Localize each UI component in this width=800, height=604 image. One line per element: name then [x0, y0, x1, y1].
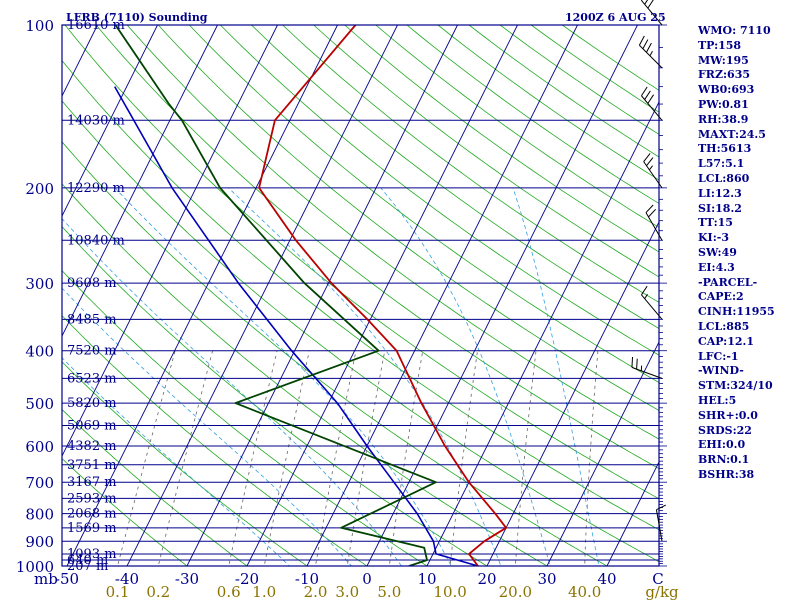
index-value: SW:49: [698, 247, 737, 259]
index-value: STM:324/10: [698, 380, 773, 392]
temperature-tick-label: -30: [175, 570, 199, 588]
mixing-ratio-tick-label: 0.1: [106, 583, 130, 600]
height-label: 9608 m: [67, 276, 117, 291]
index-value: LFC:-1: [698, 351, 739, 363]
height-label: 4382 m: [67, 439, 117, 454]
mixing-ratio-tick-label: 1.0: [252, 583, 276, 600]
chart-title: LFRB (7110) Sounding: [66, 11, 208, 24]
mixing-ratio-tick-label: 3.0: [335, 583, 359, 600]
index-value: SI:18.2: [698, 203, 742, 215]
index-value: MW:195: [698, 55, 749, 67]
wind-barb-flag: [632, 357, 633, 367]
height-label: 2068 m: [67, 507, 117, 522]
index-value: BRN:0.1: [698, 454, 749, 466]
index-value: -PARCEL-: [698, 277, 757, 289]
index-value: EI:4.3: [698, 262, 735, 274]
pressure-tick-label: 900: [25, 533, 54, 551]
height-label: 14030 m: [67, 113, 125, 128]
index-value: MAXT:24.5: [698, 129, 766, 141]
index-value: TH:5613: [698, 143, 751, 155]
index-value: TP:158: [698, 40, 741, 52]
pressure-tick-label: 400: [25, 343, 54, 361]
height-label: 2593 m: [67, 491, 117, 506]
height-label: 3751 m: [67, 458, 117, 473]
index-value: BSHR:38: [698, 469, 754, 481]
index-value: LI:12.3: [698, 188, 742, 200]
index-value: PW:0.81: [698, 99, 749, 111]
index-value: CAPE:2: [698, 291, 744, 303]
height-label: 5820 m: [67, 396, 117, 411]
temperature-tick-label: -50: [55, 570, 79, 588]
index-value: -WIND-: [698, 365, 744, 377]
height-label: 5069 m: [67, 419, 117, 434]
index-value: WMO: 7110: [698, 25, 771, 37]
temperature-tick-label: 0: [362, 570, 372, 588]
wind-barb-flag: [637, 359, 638, 369]
index-value: FRZ:635: [698, 69, 750, 81]
index-value: KI:-3: [698, 232, 729, 244]
mixing-ratio-tick-label: 0.6: [217, 583, 241, 600]
index-value: LCL:860: [698, 173, 749, 185]
index-value: TT:15: [698, 217, 733, 229]
pressure-tick-label: 500: [25, 395, 54, 413]
temperature-tick-label: 30: [537, 570, 556, 588]
height-label: 7520 m: [67, 344, 117, 359]
mixing-ratio-tick-label: 5.0: [377, 583, 401, 600]
index-value: SRDS:22: [698, 425, 752, 437]
temperature-tick-label: 20: [477, 570, 496, 588]
height-label: 3167 m: [67, 475, 117, 490]
mixing-ratio-tick-label: 40.0: [568, 583, 601, 600]
pressure-tick-label: 200: [25, 180, 54, 198]
pressure-tick-label: 800: [25, 506, 54, 524]
mixing-ratio-unit-label: g/kg: [645, 583, 679, 600]
mixing-ratio-tick-label: 10.0: [433, 583, 466, 600]
index-value: SHR+:0.0: [698, 410, 758, 422]
pressure-tick-label: 300: [25, 275, 54, 293]
mixing-ratio-tick-label: 2.0: [304, 583, 328, 600]
index-value: RH:38.9: [698, 114, 748, 126]
pressure-tick-label: 700: [25, 474, 54, 492]
index-value: WB0:693: [698, 84, 754, 96]
index-value: LCL:885: [698, 321, 749, 333]
index-value: EHI:0.0: [698, 439, 745, 451]
index-value: CINH:11955: [698, 306, 775, 318]
height-label: 1093 m: [67, 547, 117, 562]
height-label: 10840 m: [67, 233, 125, 248]
height-label: 1569 m: [67, 521, 117, 536]
height-label: 6523 m: [67, 371, 117, 386]
height-label: 12290 m: [67, 181, 125, 196]
height-label: 8485 m: [67, 312, 117, 327]
pressure-tick-label: 100: [25, 17, 54, 35]
chart-time: 1200Z 6 AUG 25: [565, 11, 666, 24]
index-value: L57:5.1: [698, 158, 744, 170]
pressure-tick-label: 600: [25, 438, 54, 456]
index-value: CAP:12.1: [698, 336, 754, 348]
mixing-ratio-tick-label: 20.0: [499, 583, 532, 600]
index-value: HEL:5: [698, 395, 736, 407]
mixing-ratio-tick-label: 0.2: [146, 583, 170, 600]
